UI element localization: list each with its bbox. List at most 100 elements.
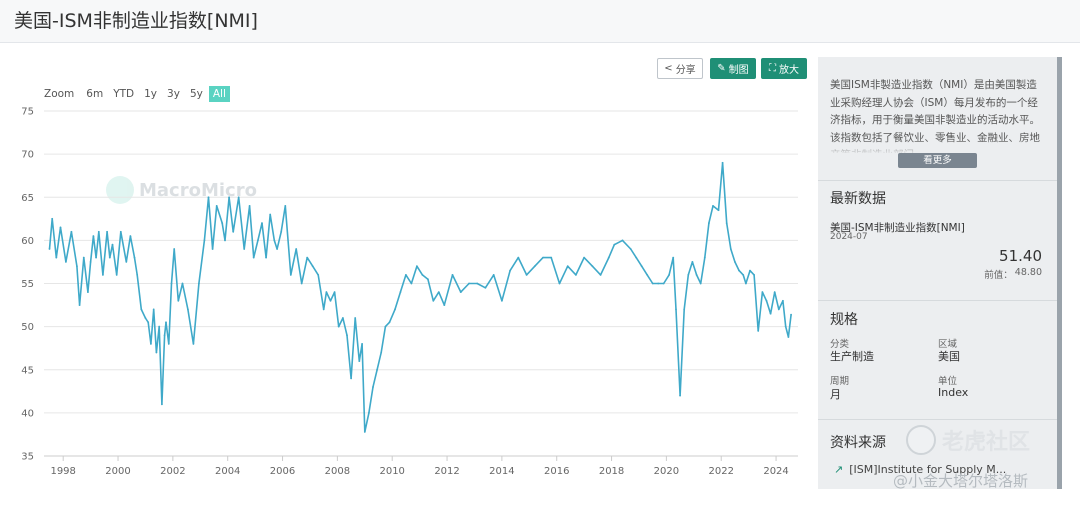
range-3y[interactable]: 3y — [167, 87, 180, 100]
data-point — [629, 248, 632, 250]
data-point — [237, 196, 240, 199]
data-point — [203, 239, 206, 242]
data-point — [738, 269, 740, 272]
draw-chart-button[interactable]: ✎ 制图 — [710, 58, 756, 79]
y-tick-label: 45 — [21, 365, 34, 376]
range-ytd[interactable]: YTD — [113, 87, 135, 100]
data-point — [427, 278, 429, 281]
data-point — [322, 308, 325, 311]
data-point — [679, 394, 681, 397]
data-point — [437, 291, 440, 293]
data-point — [59, 226, 62, 229]
data-point — [621, 239, 624, 242]
data-point — [729, 248, 732, 250]
data-point — [284, 205, 287, 207]
data-point — [119, 230, 122, 233]
data-point — [782, 299, 784, 302]
divider — [818, 180, 1057, 181]
macromicro-logo-icon — [106, 176, 134, 204]
data-point — [177, 299, 180, 302]
data-point — [525, 274, 528, 276]
data-point — [257, 239, 259, 242]
x-tick-label: 2002 — [160, 466, 185, 477]
period-label: 周期 — [830, 376, 850, 387]
category-value: 生产制造 — [830, 350, 874, 363]
data-point — [501, 299, 503, 302]
data-point — [394, 308, 396, 311]
data-point — [76, 265, 78, 268]
data-point — [533, 265, 536, 268]
data-point — [325, 291, 328, 293]
y-tick-label: 50 — [21, 322, 34, 333]
data-point — [773, 291, 776, 293]
data-point — [129, 235, 132, 238]
data-point — [745, 282, 747, 285]
chart-area: < 分享 ✎ 制图 ⛶ 放大 Zoom 6m YTD 1y 3y 5y All … — [0, 43, 818, 505]
data-point — [354, 317, 357, 319]
x-tick-label: 2016 — [544, 466, 569, 477]
latest-data-title: 最新数据 — [830, 191, 886, 207]
data-point — [583, 256, 585, 259]
x-tick-label: 2018 — [599, 466, 624, 477]
data-point — [243, 248, 246, 250]
data-point — [350, 377, 352, 380]
data-point — [399, 291, 402, 293]
data-point — [161, 403, 163, 406]
panel-scrollbar[interactable] — [1057, 57, 1062, 489]
data-point — [683, 308, 686, 311]
data-point — [753, 274, 755, 276]
source-link[interactable]: ↗ [ISM]Institute for Supply M... — [834, 463, 1006, 476]
range-6m[interactable]: 6m — [86, 87, 104, 100]
share-button[interactable]: < 分享 — [657, 58, 703, 79]
data-point — [342, 317, 344, 319]
series-line — [48, 162, 792, 433]
data-point — [95, 256, 97, 259]
data-point — [181, 282, 184, 285]
data-point — [78, 304, 81, 306]
region-value: 美国 — [938, 350, 960, 363]
x-tick-label: 2022 — [709, 466, 734, 477]
data-point — [416, 265, 418, 268]
data-point — [769, 312, 772, 315]
laohu-text: 老虎社区 — [942, 430, 1031, 455]
data-point — [717, 209, 720, 212]
data-point — [388, 321, 391, 324]
info-panel: 美国ISM非製造业指数（NMI）是由美国製造业采购经理人协会（ISM）每月发布的… — [818, 57, 1062, 489]
data-point — [492, 274, 495, 276]
data-point — [232, 230, 235, 233]
data-point — [198, 282, 200, 285]
data-point — [317, 274, 320, 276]
see-more-button[interactable]: 看更多 — [898, 153, 977, 168]
data-point — [211, 248, 214, 250]
data-point — [167, 343, 170, 345]
page-title: 美国-ISM非制造业指数[NMI] — [14, 10, 258, 32]
data-point — [459, 291, 462, 293]
source-title: 资料来源 — [830, 435, 886, 451]
data-point — [152, 308, 155, 311]
unit-label: 单位 — [938, 376, 958, 387]
data-point — [380, 351, 383, 354]
data-point — [252, 256, 255, 259]
data-point — [784, 325, 787, 328]
data-point — [484, 286, 487, 289]
x-tick-label: 2020 — [654, 466, 679, 477]
page-header: 美国-ISM非制造业指数[NMI] — [0, 0, 1080, 43]
range-1y[interactable]: 1y — [144, 87, 158, 100]
category-label: 分类 — [830, 339, 850, 350]
x-tick-label: 2010 — [379, 466, 404, 477]
data-point — [295, 248, 298, 250]
watermark-text: MacroMicro — [139, 179, 257, 201]
data-point — [699, 282, 702, 285]
range-5y[interactable]: 5y — [189, 87, 203, 100]
data-point — [276, 248, 278, 250]
zoom-label: Zoom — [44, 87, 75, 100]
data-point — [147, 321, 150, 324]
pencil-icon: ✎ — [717, 63, 726, 74]
data-point — [410, 282, 413, 285]
data-point — [712, 205, 714, 207]
data-point — [346, 334, 348, 337]
data-point — [155, 351, 158, 354]
enlarge-button[interactable]: ⛶ 放大 — [761, 58, 807, 79]
data-point — [158, 325, 161, 328]
range-all[interactable]: All — [208, 85, 230, 102]
